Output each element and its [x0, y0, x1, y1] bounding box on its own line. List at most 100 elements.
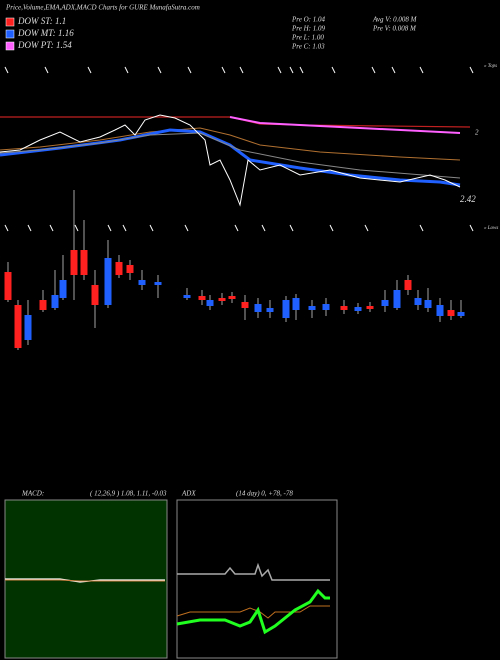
low-arrow — [149, 224, 154, 232]
legend: DOW ST: 1.1 DOW MT: 1.16 DOW PT: 1.54 — [5, 16, 74, 51]
top-arrow — [124, 66, 129, 74]
plus-di-line — [176, 605, 330, 619]
top-arrow — [277, 66, 282, 74]
candle-body — [154, 282, 162, 285]
candle-body — [104, 258, 112, 305]
candles — [4, 190, 465, 350]
legend-swatch — [5, 17, 15, 27]
low-arrow — [49, 224, 54, 232]
candle-body — [340, 306, 348, 310]
candle-body — [198, 296, 206, 300]
top-arrow — [331, 66, 336, 74]
low-arrow — [234, 224, 239, 232]
low-arrow — [184, 224, 189, 232]
candle-body — [254, 304, 262, 312]
low-arrow — [122, 224, 127, 232]
candle-body — [457, 312, 465, 316]
info-text: Pre H: 1.09 — [291, 25, 325, 33]
minus-di-line — [176, 588, 330, 635]
arrow-row — [4, 66, 474, 232]
candle-body — [4, 272, 12, 300]
top-arrow — [157, 66, 162, 74]
top-arrow — [289, 66, 294, 74]
candle-body — [14, 305, 22, 348]
price-lines — [0, 114, 471, 207]
lows-label: « Lows — [484, 226, 498, 231]
candle-body — [414, 298, 422, 305]
page-title: Price,Volume,EMA,ADX,MACD Charts for GUR… — [5, 4, 200, 12]
legend-swatch — [5, 41, 15, 51]
info-text: Pre O: 1.04 — [291, 16, 325, 24]
ema-line — [0, 127, 461, 161]
candle-body — [241, 302, 249, 308]
candle-body — [70, 250, 78, 275]
candle-body — [183, 295, 191, 298]
low-arrow — [74, 224, 79, 232]
adx-name: ADX — [181, 490, 196, 498]
info-text: Pre V: 0.008 M — [372, 25, 417, 33]
top-arrow — [87, 66, 92, 74]
tops-label: « Tops — [484, 64, 497, 69]
candle-body — [404, 280, 412, 290]
candle-body — [218, 298, 226, 301]
low-arrow — [4, 224, 9, 232]
price-label: 2.42 — [460, 194, 476, 204]
candle-body — [206, 300, 214, 306]
top-arrow — [4, 66, 9, 74]
candle-body — [138, 280, 146, 285]
info-text: Avg V: 0.008 M — [372, 16, 418, 24]
macd-name: MACD: — [21, 490, 44, 498]
low-arrow — [469, 224, 474, 232]
low-arrow — [419, 224, 424, 232]
top-arrow — [221, 66, 226, 74]
low-arrow — [27, 224, 32, 232]
legend-label: DOW MT: 1.16 — [17, 28, 74, 38]
candle-body — [308, 306, 316, 310]
candle-body — [39, 300, 47, 310]
candle-body — [91, 285, 99, 305]
candle-body — [424, 300, 432, 308]
top-arrow — [371, 66, 376, 74]
low-arrow — [107, 224, 112, 232]
legend-label: DOW ST: 1.1 — [17, 16, 66, 26]
candle-body — [59, 280, 67, 298]
adx-line — [177, 562, 330, 581]
candle-body — [282, 300, 290, 318]
top-arrow — [299, 66, 304, 74]
candle-body — [24, 315, 32, 340]
top-arrow — [391, 66, 396, 74]
top-arrow — [44, 66, 49, 74]
top-arrow — [239, 66, 244, 74]
candle-body — [436, 305, 444, 316]
adx-params: (14 day) 0, +78, -78 — [236, 490, 293, 498]
ema-line-gray — [0, 132, 461, 179]
price-line — [0, 114, 461, 207]
candle-body — [126, 265, 134, 273]
price-label: 2 — [475, 129, 479, 137]
pt-line-pink — [229, 116, 461, 134]
candle-body — [447, 310, 455, 316]
top-arrow — [419, 66, 424, 74]
info-text: Pre L: 1.00 — [291, 34, 324, 42]
candle-body — [393, 290, 401, 308]
candle-body — [292, 298, 300, 310]
legend-swatch — [5, 29, 15, 39]
signal-line — [5, 579, 165, 582]
macd-params: ( 12,26,9 ) 1.08, 1.11, -0.03 — [90, 490, 167, 498]
low-arrow — [261, 224, 266, 232]
low-arrow — [329, 224, 334, 232]
candle-body — [354, 307, 362, 311]
candle-body — [51, 295, 59, 308]
low-arrow — [289, 224, 294, 232]
candle-body — [266, 308, 274, 312]
top-arrow — [187, 66, 192, 74]
candle-body — [322, 304, 330, 310]
candle-body — [381, 300, 389, 306]
legend-label: DOW PT: 1.54 — [17, 40, 72, 50]
candle-body — [228, 296, 236, 299]
low-arrow — [364, 224, 369, 232]
macd-line — [5, 578, 165, 583]
adx-panel — [176, 499, 338, 659]
top-arrow — [469, 66, 474, 74]
